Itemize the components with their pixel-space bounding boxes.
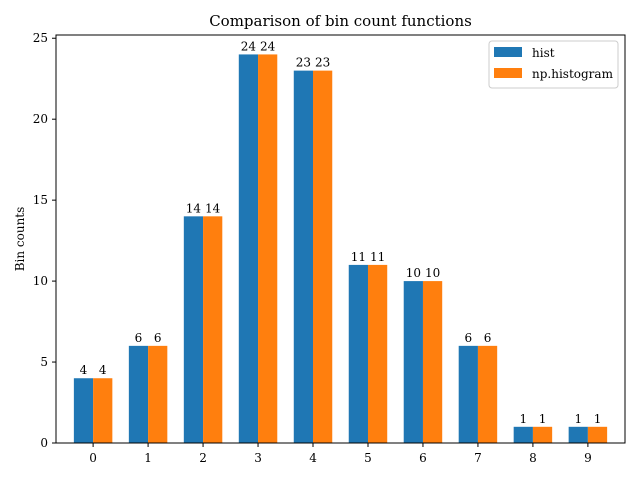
bar-value-label: 6 xyxy=(154,331,162,345)
x-tick-label: 4 xyxy=(309,451,317,465)
bar-hist-6 xyxy=(403,281,423,443)
bar-np-histogram-9 xyxy=(587,426,608,443)
bar-value-label: 1 xyxy=(574,412,582,426)
legend: hist np.histogram xyxy=(488,40,619,89)
bar-hist-3 xyxy=(238,54,259,444)
bar-np-histogram-5 xyxy=(367,264,388,443)
bar-value-label: 24 xyxy=(241,39,257,53)
bar-np-histogram-0 xyxy=(93,378,113,443)
bar-value-label: 6 xyxy=(135,331,143,345)
bar-np-histogram-1 xyxy=(148,345,168,443)
bar-value-label: 14 xyxy=(205,201,221,215)
bar-value-label: 24 xyxy=(260,39,276,53)
plot-frame xyxy=(55,34,626,444)
bar-np-histogram-6 xyxy=(422,281,443,443)
bar-value-label: 11 xyxy=(370,250,385,264)
y-axis-label: Bin counts xyxy=(13,207,27,272)
bar-hist-0 xyxy=(73,378,94,443)
bars-group xyxy=(73,54,608,444)
bar-value-label: 6 xyxy=(464,331,472,345)
x-tick-label: 2 xyxy=(199,451,207,465)
x-tick-label: 9 xyxy=(584,451,592,465)
bar-np-histogram-8 xyxy=(532,426,553,443)
bar-hist-9 xyxy=(568,426,588,443)
legend-label: np.histogram xyxy=(532,67,614,81)
x-tick-label: 7 xyxy=(474,451,482,465)
bar-value-label: 23 xyxy=(296,56,311,70)
bar-value-label: 14 xyxy=(186,201,202,215)
legend-label: hist xyxy=(532,46,555,60)
bar-hist-2 xyxy=(183,216,204,443)
legend-swatch xyxy=(494,68,522,78)
bar-value-label: 1 xyxy=(519,412,527,426)
bar-value-label: 23 xyxy=(315,56,330,70)
x-axis: 0 1 2 3 4 5 6 7 8 9 xyxy=(89,443,592,465)
legend-swatch xyxy=(494,47,522,57)
y-tick-label: 15 xyxy=(33,193,48,207)
bar-hist-8 xyxy=(513,426,533,443)
bar-value-label: 10 xyxy=(406,266,421,280)
x-tick-label: 8 xyxy=(529,451,537,465)
x-tick-label: 5 xyxy=(364,451,372,465)
x-tick-label: 3 xyxy=(254,451,262,465)
bar-value-label: 4 xyxy=(80,363,88,377)
bar-hist-1 xyxy=(128,345,149,443)
y-tick-label: 0 xyxy=(40,436,48,450)
y-tick-label: 20 xyxy=(33,112,48,126)
bar-np-histogram-7 xyxy=(477,345,498,443)
bar-hist-4 xyxy=(293,70,314,443)
bar-value-label: 10 xyxy=(425,266,440,280)
bar-hist-7 xyxy=(458,345,478,443)
chart-title: Comparison of bin count functions xyxy=(209,12,472,30)
bar-np-histogram-3 xyxy=(258,54,278,444)
bar-value-label: 6 xyxy=(484,331,492,345)
bar-np-histogram-2 xyxy=(203,216,223,443)
bar-value-label: 1 xyxy=(539,412,547,426)
bar-value-label: 11 xyxy=(351,250,366,264)
x-tick-label: 0 xyxy=(89,451,97,465)
y-tick-label: 25 xyxy=(33,31,48,45)
bar-hist-5 xyxy=(348,264,368,443)
x-tick-label: 6 xyxy=(419,451,427,465)
bar-np-histogram-4 xyxy=(313,70,333,443)
y-axis: 0 5 10 15 20 25 xyxy=(33,31,56,450)
y-tick-label: 10 xyxy=(33,274,48,288)
bar-value-label: 4 xyxy=(99,363,107,377)
x-tick-label: 1 xyxy=(144,451,152,465)
y-tick-label: 5 xyxy=(40,355,48,369)
bar-value-label: 1 xyxy=(594,412,602,426)
